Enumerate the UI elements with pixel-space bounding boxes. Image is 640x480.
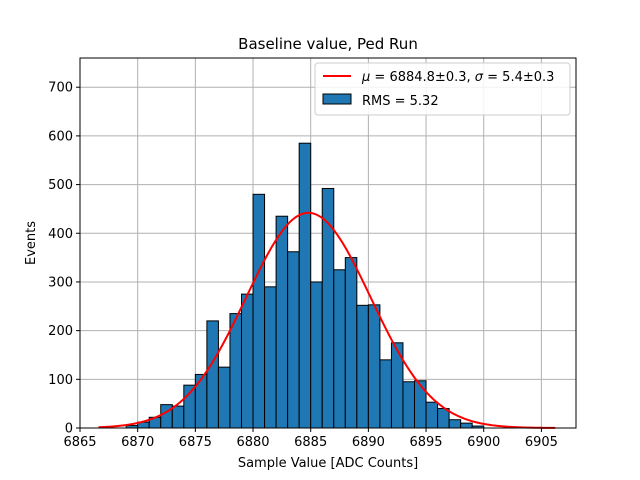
y-tick-label: 400 xyxy=(48,227,73,242)
y-tick-label: 0 xyxy=(65,422,73,437)
x-tick-label: 6885 xyxy=(294,435,327,450)
y-tick-label: 300 xyxy=(48,275,73,290)
y-tick-label: 200 xyxy=(48,324,73,339)
x-tick-label: 6870 xyxy=(121,435,154,450)
y-tick-label: 700 xyxy=(48,81,73,96)
histogram-bar xyxy=(437,408,450,429)
y-tick-label: 100 xyxy=(48,373,73,388)
histogram-bar xyxy=(287,251,300,429)
histogram-bar xyxy=(240,293,254,429)
y-tick-label: 500 xyxy=(48,178,73,193)
legend-hist-swatch xyxy=(322,93,352,105)
histogram-bar xyxy=(275,215,289,429)
histogram-bar xyxy=(379,359,392,429)
chart-title: Baseline value, Ped Run xyxy=(238,35,418,53)
legend-sigma-symbol: σ xyxy=(475,70,484,85)
histogram-bar xyxy=(264,286,277,429)
legend-mu-symbol: μ xyxy=(361,70,370,85)
histogram-bar xyxy=(460,422,473,429)
histogram-bar xyxy=(183,384,196,429)
x-tick-label: 6895 xyxy=(409,435,442,450)
histogram-bar xyxy=(402,381,416,429)
histogram-bar xyxy=(310,281,323,429)
histogram-bar xyxy=(298,142,312,429)
histogram-bar xyxy=(344,257,358,429)
histogram-bar xyxy=(448,419,462,429)
x-axis-label: Sample Value [ADC Counts] xyxy=(238,456,418,471)
y-tick-label: 600 xyxy=(48,129,73,144)
y-axis-label: Events xyxy=(24,221,39,265)
gaussian-fit-curve xyxy=(98,211,556,429)
histogram-bar xyxy=(425,401,439,429)
histogram-bar xyxy=(160,404,173,429)
histogram-bars xyxy=(125,142,485,429)
legend-sigma-value: = 5.4±0.3 xyxy=(483,70,554,85)
x-axis-ticks: 6865 6870 6875 6880 6885 6890 6895 6900 6905 xyxy=(63,428,558,450)
fit-curve-group xyxy=(98,211,556,429)
histogram-bar xyxy=(367,304,381,429)
legend-box xyxy=(314,62,571,116)
histogram-bar xyxy=(171,405,185,429)
legend-fit-label: μ = 6884.8±0.3, σ = 5.4±0.3 xyxy=(361,70,554,85)
histogram-bar xyxy=(252,193,266,429)
histogram-bar xyxy=(356,304,369,429)
x-tick-label: 6900 xyxy=(467,435,500,450)
x-tick-label: 6905 xyxy=(525,435,558,450)
histogram-bar xyxy=(229,313,242,429)
plot-frame xyxy=(79,57,577,429)
x-tick-label: 6865 xyxy=(63,435,96,450)
legend: μ = 6884.8±0.3, σ = 5.4±0.3 RMS = 5.32 xyxy=(314,62,571,116)
x-tick-label: 6890 xyxy=(352,435,385,450)
histogram-bar xyxy=(217,366,231,429)
histogram-bar xyxy=(194,373,208,429)
histogram-bar xyxy=(414,380,427,429)
histogram-bar xyxy=(206,320,219,429)
y-axis-ticks: 0 100 200 300 400 500 600 700 xyxy=(48,81,80,437)
x-tick-label: 6875 xyxy=(179,435,212,450)
x-tick-label: 6880 xyxy=(236,435,269,450)
legend-mu-value: = 6884.8±0.3, xyxy=(370,70,474,85)
histogram-bar xyxy=(333,269,346,429)
legend-hist-label: RMS = 5.32 xyxy=(362,94,439,109)
